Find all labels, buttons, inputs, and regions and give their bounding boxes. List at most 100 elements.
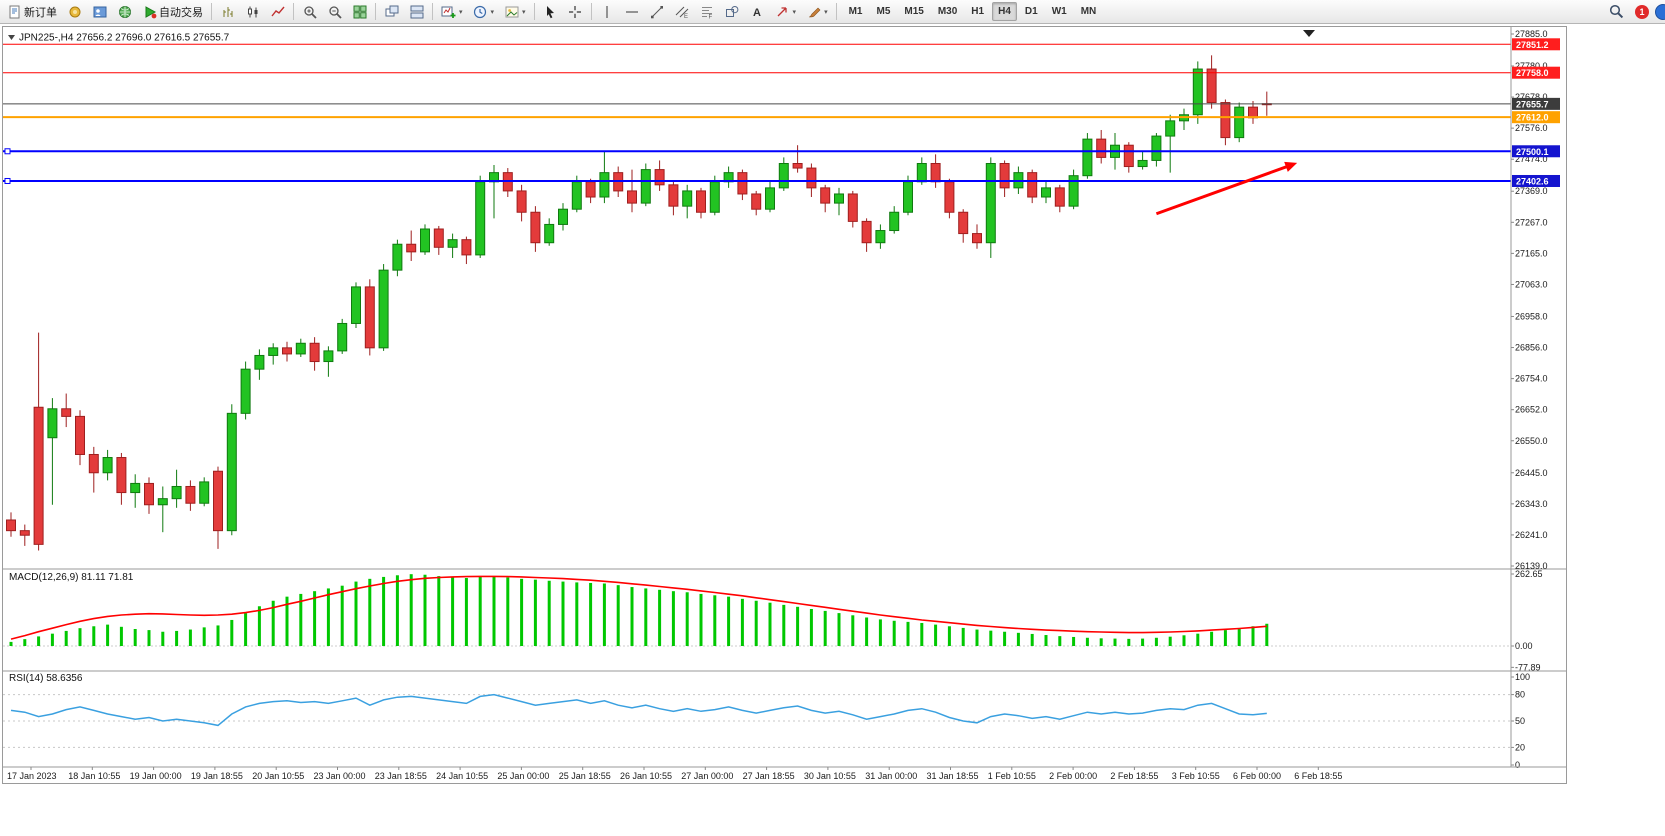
candle-bullish [47,408,58,439]
chart-shift-marker[interactable] [1303,30,1315,37]
price-axis-label: 26856.0 [1515,343,1548,353]
crosshair-button[interactable] [564,2,587,22]
timeframe-m30[interactable]: M30 [937,6,958,17]
candle-bullish [199,481,210,504]
candle-bullish [903,181,913,213]
macd-histogram-bar [354,581,358,646]
candle-bullish [1192,68,1203,116]
price-badge-value: 27655.7 [1516,99,1549,109]
dropdown-arrow-icon: ▾ [522,8,526,16]
macd-histogram-bar [64,630,68,646]
horizontal-line-button[interactable] [621,2,644,22]
tile-horizontal-button[interactable] [405,2,428,22]
timeframe-h4[interactable]: H4 [992,2,1017,21]
symbol-marker-icon [8,35,15,40]
candle-bearish [806,167,817,189]
candle-bullish [1082,138,1093,177]
line-chart-button[interactable] [266,2,289,22]
macd-histogram-bar [1251,626,1255,646]
macd-histogram-bar [271,600,275,646]
candle-bearish [461,239,472,256]
time-axis-label: 31 Jan 18:55 [927,771,979,781]
drawing-tools-button[interactable]: ▾ [802,2,832,22]
macd-histogram-bar [1072,636,1076,646]
shapes-button[interactable] [721,2,744,22]
macd-axis-label: 262.65 [1515,569,1543,579]
tile-windows-button[interactable] [348,2,371,22]
candlestick-chart-button[interactable] [241,2,264,22]
macd-histogram-bar [202,627,206,646]
timeframe-w1[interactable]: W1 [1051,6,1067,17]
cascade-windows-button[interactable] [380,2,403,22]
magnifier-icon [1609,4,1624,19]
price-axis-label: 27576.0 [1515,123,1548,133]
macd-histogram-bar [50,633,54,646]
cursor-button[interactable] [539,2,562,22]
time-axis-label: 27 Jan 00:00 [681,771,733,781]
search-button[interactable] [1605,2,1628,22]
timeframe-m1[interactable]: M1 [848,6,863,17]
macd-histogram-bar [713,595,717,646]
candle-bearish [213,470,223,532]
macd-histogram-bar [188,629,192,646]
vertical-line-button[interactable] [596,2,619,22]
chart-canvas[interactable]: MACD(12,26,9) 81.11 71.81 262.65 0.00 -77.8… [3,27,1566,783]
candle-bullish [254,354,265,370]
candle-bullish [240,368,251,414]
trend-arrow-head[interactable] [1284,161,1298,172]
notification-badge[interactable]: 1 [1635,4,1649,19]
candle-bullish [709,181,720,213]
hline-handle[interactable] [4,177,11,184]
rsi-axis-label: 20 [1515,742,1525,752]
price-axis-label: 27063.0 [1515,279,1548,289]
zoom-in-button[interactable] [298,2,321,22]
new-order-button[interactable]: 新订单 [3,2,61,22]
favorites-button[interactable] [63,2,86,22]
candle-bearish [516,190,527,213]
price-badge [1512,97,1560,110]
trendline-button[interactable] [646,2,669,22]
candle-bearish [847,193,858,222]
candle-bullish [875,230,886,244]
candle-bullish [102,457,113,474]
tester-button[interactable] [113,2,136,22]
timeframe-m5[interactable]: M5 [876,6,891,17]
price-axis-label: 27267.0 [1515,217,1548,227]
candle-bullish [889,211,900,232]
macd-histogram-bar [1210,631,1214,646]
candle-bullish [295,342,306,355]
fibonacci-button[interactable]: F [696,2,719,22]
candle-bearish [930,162,941,183]
zoom-out-icon [327,4,342,19]
periods-button[interactable]: ▾ [469,2,499,22]
price-axis-label: 27885.0 [1515,29,1548,39]
timeframe-h1[interactable]: H1 [971,6,985,17]
timeframe-d1[interactable]: D1 [1024,6,1038,17]
macd-histogram-bar [326,588,330,646]
bar-chart-button[interactable] [216,2,239,22]
profile-button[interactable] [88,2,111,22]
hline-handle[interactable] [4,148,11,155]
equidistant-channel-button[interactable]: E [671,2,694,22]
trend-arrow[interactable] [1155,163,1293,216]
candle-bearish [433,228,444,248]
tile2-icon [409,4,424,19]
arrows-tool-button[interactable]: ▾ [771,2,801,22]
macd-histogram-bar [340,585,344,646]
zoom-out-button[interactable] [323,2,346,22]
candle-bearish [282,347,292,355]
new-chart-button[interactable]: ▾ [437,2,467,22]
macd-histogram-bar [602,583,606,646]
timeframe-mn[interactable]: MN [1080,6,1097,17]
timeframe-m15[interactable]: M15 [904,6,924,17]
templates-button[interactable]: ▾ [500,2,530,22]
new-order-icon [7,4,22,19]
rsi-label: RSI(14) 58.6356 [9,673,83,684]
candle-bearish [999,162,1010,189]
text-button[interactable]: A [746,2,769,22]
autotrading-button[interactable]: 自动交易 [138,2,207,22]
candle-bearish [1027,172,1038,198]
candle-bullish [1151,135,1162,161]
template-icon [504,4,519,19]
price-badge [1512,174,1560,187]
